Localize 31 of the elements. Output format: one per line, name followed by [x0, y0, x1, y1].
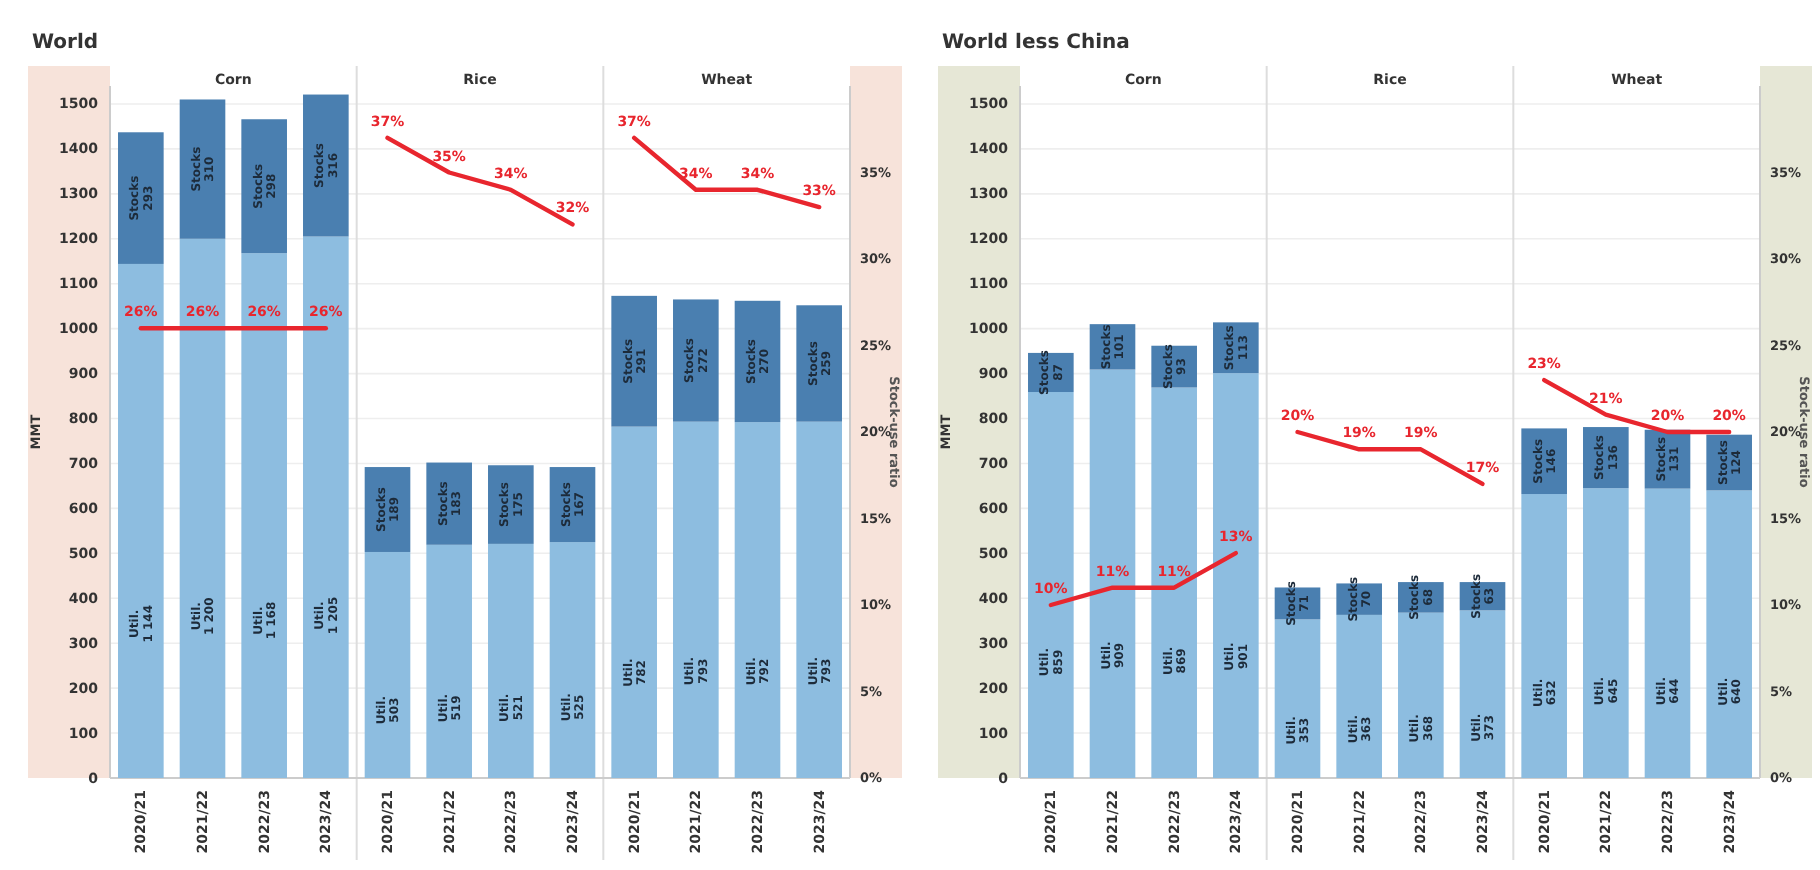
bar	[118, 263, 164, 778]
bar	[1028, 392, 1074, 778]
bar	[1089, 369, 1136, 778]
bar	[1583, 488, 1629, 778]
bar	[426, 544, 472, 778]
bar	[1151, 387, 1197, 778]
bar	[1706, 490, 1752, 778]
bar	[673, 299, 719, 422]
bar	[549, 542, 596, 778]
bar	[179, 99, 226, 239]
bar	[303, 236, 349, 778]
bar	[611, 295, 657, 427]
chart-title: World less China	[942, 32, 1130, 54]
bar	[303, 94, 349, 237]
bar	[673, 421, 719, 778]
chart-title: World	[32, 32, 99, 54]
bar	[1521, 494, 1567, 778]
bar	[611, 426, 657, 778]
bar	[241, 253, 287, 778]
bar	[364, 551, 411, 778]
bar	[488, 543, 534, 778]
bar	[179, 238, 226, 778]
bar	[1213, 373, 1259, 778]
bar	[118, 132, 164, 264]
bar	[734, 300, 781, 423]
bar	[734, 422, 781, 778]
bar	[488, 465, 534, 544]
bar	[1644, 488, 1691, 778]
bar	[796, 305, 842, 422]
bar	[241, 119, 287, 254]
bar	[796, 421, 842, 778]
